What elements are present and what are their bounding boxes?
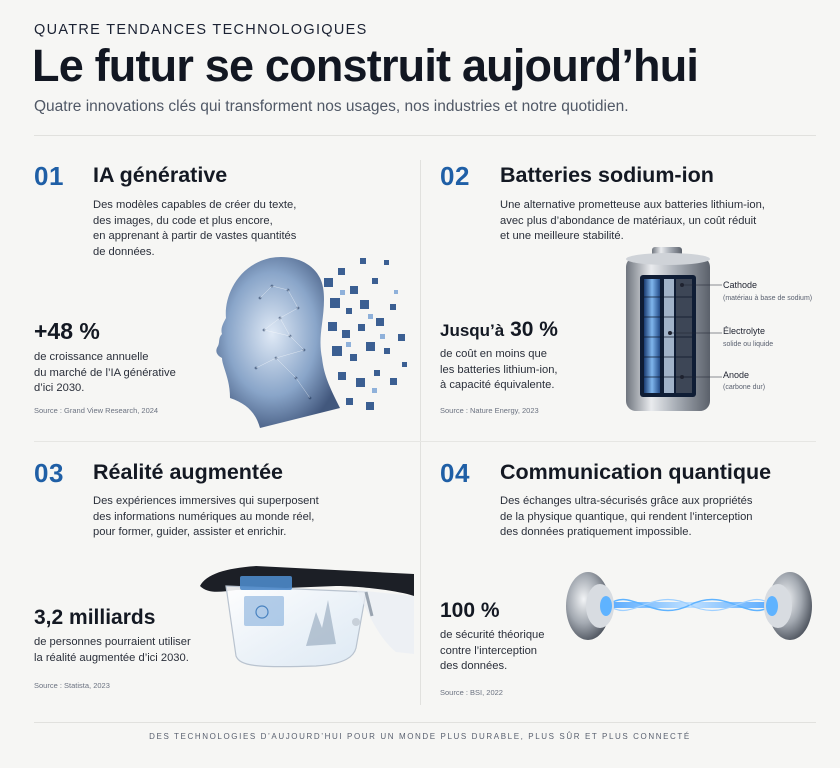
- card-stat-description: de croissance annuelle du marché de l’IA…: [34, 351, 176, 394]
- card-title: IA générative: [93, 163, 228, 187]
- column-divider: [420, 160, 421, 705]
- card-source: Source : Grand View Research, 2024: [34, 406, 159, 415]
- page-kicker: QUATRE TENDANCES TECHNOLOGIQUES: [34, 22, 368, 38]
- card-description: Des échanges ultra-sécurisés grâce aux p…: [500, 495, 753, 538]
- card-description: Une alternative prometteuse aux batterie…: [500, 199, 765, 242]
- ar-glasses-icon: [200, 566, 414, 668]
- ai-head-pixel-icon: [216, 256, 407, 428]
- page-footer: DES TECHNOLOGIES D’AUJOURD’HUI POUR UN M…: [149, 732, 691, 741]
- battery-label-electrolyte: Électrolyte: [723, 326, 766, 336]
- card-number: 04: [440, 458, 470, 488]
- card-title: Batteries sodium-ion: [500, 163, 714, 187]
- card-source: Source : Statista, 2023: [34, 681, 110, 690]
- card-stat-description: de coût en moins que les batteries lithi…: [440, 348, 558, 391]
- card-source: Source : Nature Energy, 2023: [440, 406, 539, 415]
- card-number: 03: [34, 458, 64, 488]
- row-divider: [34, 441, 816, 442]
- header-divider: [34, 135, 816, 136]
- card-number: 01: [34, 161, 64, 191]
- card-stat: Jusqu’à 30 %: [440, 318, 558, 341]
- card-stat-description: de sécurité théorique contre l’intercept…: [440, 629, 545, 672]
- card-stat: +48 %: [34, 318, 100, 344]
- battery-label-cathode: Cathode: [723, 280, 758, 290]
- card-title: Réalité augmentée: [93, 460, 283, 484]
- battery-icon: [626, 247, 722, 411]
- card-stat: 3,2 milliards: [34, 606, 156, 629]
- page-title: Le futur se construit aujourd’hui: [32, 40, 699, 91]
- battery-sublabel-electrolyte: solide ou liquide: [723, 341, 774, 348]
- card-stat-description: de personnes pourraient utiliser la réal…: [34, 636, 191, 664]
- card-description: Des expériences immersives qui superpose…: [93, 495, 319, 538]
- quantum-link-icon: [566, 572, 812, 640]
- card-title: Communication quantique: [500, 460, 772, 484]
- battery-label-anode: Anode: [723, 370, 750, 380]
- battery-sublabel-anode: (carbone dur): [723, 384, 766, 391]
- card-stat: 100 %: [440, 599, 500, 622]
- footer-divider: [34, 722, 816, 723]
- page-subtitle: Quatre innovations clés qui transforment…: [34, 98, 629, 115]
- card-number: 02: [440, 161, 470, 191]
- card-description: Des modèles capables de créer du texte, …: [93, 199, 297, 258]
- battery-sublabel-cathode: (matériau à base de sodium): [723, 295, 813, 302]
- card-source: Source : BSI, 2022: [440, 688, 503, 697]
